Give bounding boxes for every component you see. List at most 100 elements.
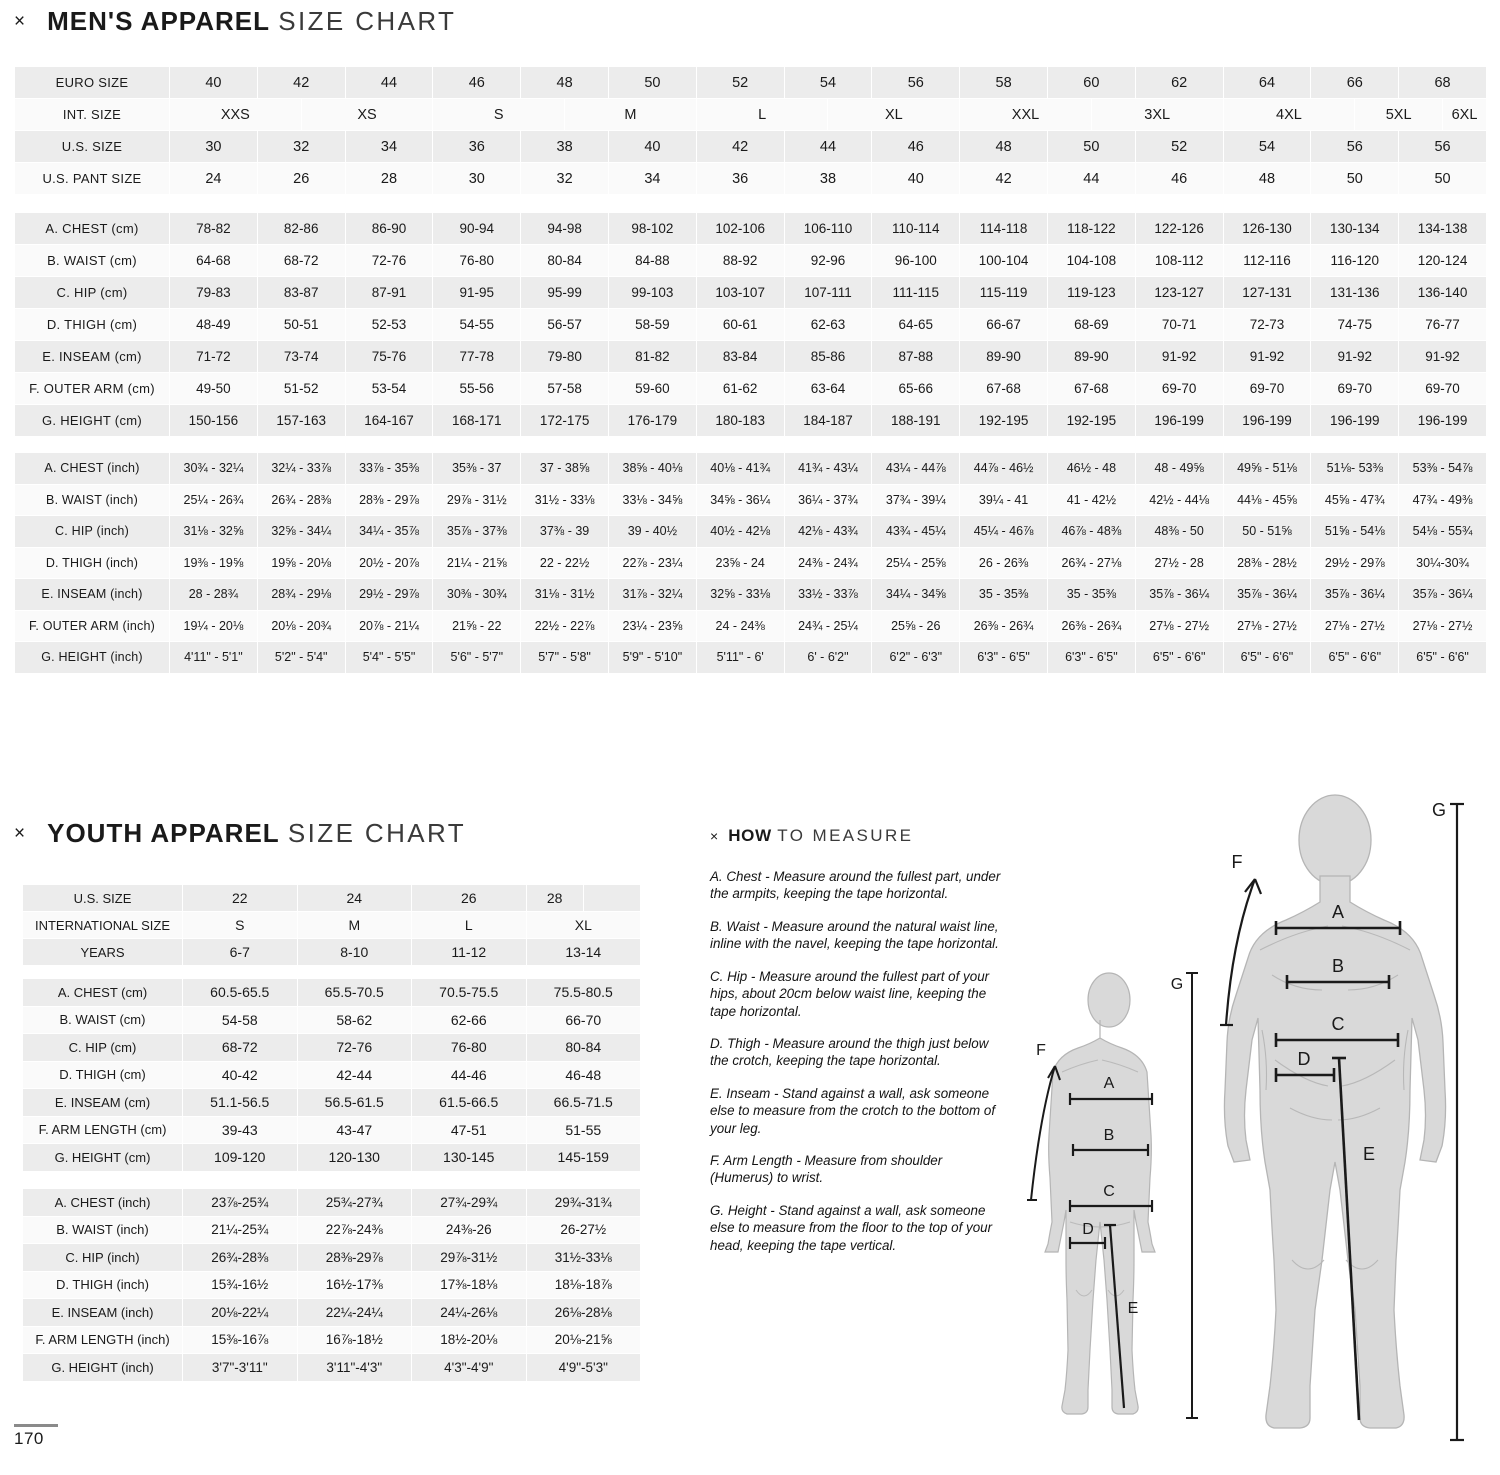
row-label: E. INSEAM (inch) <box>22 1298 183 1327</box>
cell: 66-67 <box>959 308 1048 341</box>
measure-instruction: F. Arm Length - Measure from shoulder (H… <box>710 1153 943 1186</box>
cell: 131-136 <box>1310 276 1400 309</box>
cell: 20⅛ - 20¾ <box>256 609 346 642</box>
cell: 164-167 <box>344 404 434 437</box>
cell: 99-103 <box>607 276 697 309</box>
cell: 29½ - 29⅞ <box>1310 546 1400 579</box>
cell: 108-112 <box>1134 244 1224 277</box>
cell: 31½-33⅛ <box>525 1243 641 1272</box>
cell: 21¼ - 21⅝ <box>432 546 522 579</box>
row-label: C. HIP (inch) <box>22 1243 183 1272</box>
cell: 28¾ - 29⅛ <box>256 578 346 611</box>
cell: 22⅞-24⅜ <box>296 1215 412 1244</box>
cell: 196-199 <box>1222 404 1312 437</box>
cell: 33½ - 33⅞ <box>783 578 873 611</box>
height-indicator <box>1186 972 1198 1419</box>
measure-instructions-list: A. Chest - Measure around the fullest pa… <box>710 868 1006 1254</box>
table-row: F. OUTER ARM (inch) 19¼ - 20⅛ 20⅛ - 20¾ 20⅞… <box>14 609 1487 642</box>
table-row: U.S. SIZE 30 32 34 36 38 40 42 44 46 48 … <box>14 130 1487 163</box>
cell: 59-60 <box>607 372 697 405</box>
table-row: B. WAIST (inch) 21¼-25¾ 22⅞-24⅜ 24⅜-26 26-27… <box>22 1215 641 1244</box>
table-row: D. THIGH (inch) 19⅜ - 19⅝ 19⅝ - 20⅛ 20½ - 2… <box>14 546 1487 579</box>
cell: L <box>411 911 527 939</box>
row-label: INTERNATIONAL SIZE <box>22 911 183 939</box>
cell: 69-70 <box>1310 372 1400 405</box>
row-label: U.S. SIZE <box>22 884 183 912</box>
cell: 20⅛-21⅝ <box>525 1325 641 1354</box>
cell: 60 <box>1046 66 1136 99</box>
cell: 19¼ - 20⅛ <box>169 609 258 642</box>
cell: 76-80 <box>432 244 522 277</box>
cell: 40 <box>871 162 961 195</box>
close-icon[interactable]: × <box>14 823 26 844</box>
cell: 46 <box>432 66 522 99</box>
row-label: A. CHEST (inch) <box>14 452 170 485</box>
table-row: C. HIP (cm) 79-83 83-87 87-91 91-95 95-99 99-1… <box>14 276 1487 309</box>
cell: 40 <box>607 130 697 163</box>
close-icon[interactable]: × <box>710 828 719 844</box>
arm-length-indicator <box>1220 878 1263 1027</box>
cell: 40 <box>169 66 258 99</box>
cell: 72-76 <box>344 244 434 277</box>
cell: 76-77 <box>1398 308 1487 341</box>
table-row: G. HEIGHT (cm) 150-156 157-163 164-167 168-1… <box>14 404 1487 437</box>
cell: 44⅞ - 46½ <box>959 452 1048 485</box>
row-label: G. HEIGHT (cm) <box>22 1143 183 1172</box>
cell: 49-50 <box>169 372 258 405</box>
table-row: D. THIGH (cm) 48-49 50-51 52-53 54-55 56-57 58… <box>14 308 1487 341</box>
cell: 17⅜-18⅛ <box>411 1270 527 1299</box>
cell: 50-51 <box>256 308 346 341</box>
cell: 65.5-70.5 <box>296 978 412 1007</box>
cell: 6'3" - 6'5" <box>1046 641 1136 674</box>
youth-size-table: U.S. SIZE 22 24 26 28 INTERNATIONAL SIZE… <box>22 884 642 966</box>
cell: 64 <box>1222 66 1312 99</box>
cell: 84-88 <box>607 244 697 277</box>
cell: 70.5-75.5 <box>411 978 527 1007</box>
close-icon[interactable]: × <box>14 11 26 32</box>
cell: 26 <box>411 884 527 912</box>
cell: 58-62 <box>296 1005 412 1034</box>
cell: 31⅞ - 32¼ <box>607 578 697 611</box>
cell: 3'7"-3'11" <box>182 1353 298 1382</box>
cell: 63-64 <box>783 372 873 405</box>
cell: 35⅞ - 36¼ <box>1310 578 1400 611</box>
cell: 196-199 <box>1310 404 1400 437</box>
cell: 42-44 <box>296 1060 412 1089</box>
row-label: B. WAIST (cm) <box>22 1005 183 1034</box>
cell: M <box>564 98 697 131</box>
cell: M <box>296 911 413 939</box>
cell: 35⅞ - 37⅜ <box>432 515 522 548</box>
cell: 44 <box>783 130 873 163</box>
cell: 45¼ - 46⅞ <box>959 515 1048 548</box>
cell: 4'9"-5'3" <box>525 1353 641 1382</box>
table-row: A. CHEST (cm) 60.5-65.5 65.5-70.5 70.5-75.5… <box>22 978 641 1007</box>
youth-title-bold: YOUTH APPAREL <box>47 818 280 848</box>
cell: 20⅞ - 21¼ <box>344 609 434 642</box>
row-label: G. HEIGHT (inch) <box>22 1353 183 1382</box>
cell: 180-183 <box>695 404 785 437</box>
cell: 111-115 <box>871 276 961 309</box>
row-label: E. INSEAM (inch) <box>14 578 170 611</box>
cell: 76-80 <box>411 1033 527 1062</box>
cell: 69-70 <box>1222 372 1312 405</box>
label-e: E <box>1363 1144 1375 1164</box>
cell: S <box>432 98 566 131</box>
cell: 116-120 <box>1310 244 1400 277</box>
mens-size-table: EURO SIZE 40 42 44 46 48 50 52 54 56 58 … <box>14 66 1487 195</box>
cell: 20½ - 20⅞ <box>344 546 434 579</box>
cell: 38 <box>783 162 873 195</box>
cell: 16⅞-18½ <box>296 1325 412 1354</box>
row-label: D. THIGH (inch) <box>22 1270 183 1299</box>
youth-body-diagram: A B C D E F G <box>1020 960 1230 1435</box>
cell: 60-61 <box>695 308 785 341</box>
table-row: A. CHEST (inch) 30¾ - 32¼ 32¼ - 33⅞ 33⅞ - 3… <box>14 452 1487 485</box>
cell: 34¼ - 34⅝ <box>871 578 961 611</box>
cell: 168-171 <box>432 404 522 437</box>
cell: 56 <box>1310 130 1400 163</box>
cell: 90-94 <box>432 212 522 245</box>
cell: 110-114 <box>871 212 961 245</box>
cell: 5'2" - 5'4" <box>256 641 346 674</box>
cell: 103-107 <box>695 276 785 309</box>
cell: 42½ - 44⅛ <box>1134 483 1224 516</box>
cell: 82-86 <box>256 212 346 245</box>
